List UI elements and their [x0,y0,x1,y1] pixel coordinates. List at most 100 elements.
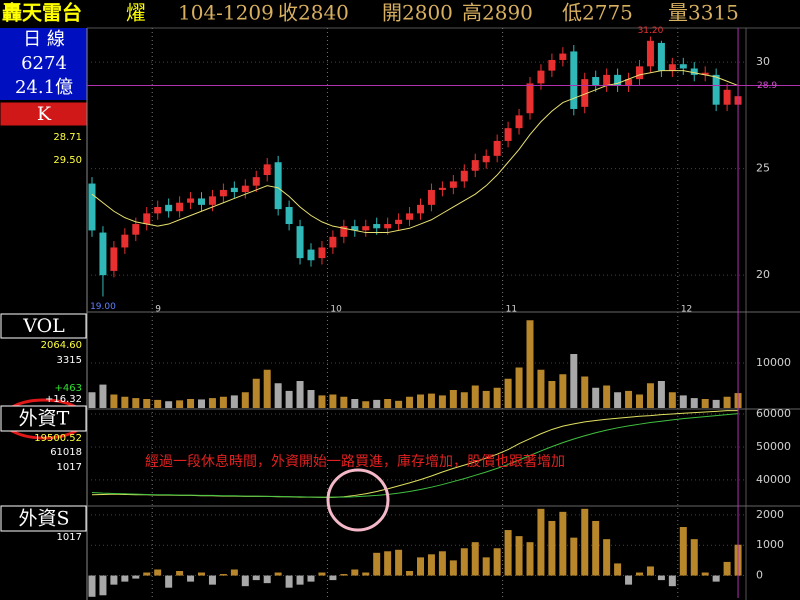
panel-title-box [0,102,87,126]
candle-body [362,226,370,231]
bar [187,575,195,582]
panel-title: 外資S [18,508,69,530]
bar [417,394,424,408]
bar [121,396,129,408]
candle-body [384,224,392,229]
info-box [0,28,87,100]
highlight-circle [326,468,390,532]
bar [285,390,293,408]
bar [362,572,370,576]
bar [110,394,118,408]
quote-date: 104-1209 [178,1,274,25]
bar [449,390,457,408]
bar [581,508,589,576]
bar [230,569,238,576]
bar [165,401,173,408]
bar [712,575,720,582]
bar [252,378,260,408]
y-tick-label: 2000 [756,508,784,521]
bar [198,572,205,576]
candle-body [614,74,622,86]
y-tick-label: 1000 [756,538,784,551]
bar [636,572,643,576]
quote-open: 開2800 [382,1,453,25]
candle-body [449,181,457,188]
y-tick-label: 10000 [756,356,791,369]
readout: 29.50 [53,155,82,166]
bar [460,392,468,408]
candle-body [318,247,326,259]
bar [460,548,468,576]
bar [690,539,698,576]
series-line [91,413,739,498]
bar [504,378,512,408]
candle-body [646,40,654,67]
bar [132,575,140,579]
bar [208,575,216,585]
bar [307,575,315,582]
bar [526,320,534,408]
x-tick-label: 11 [506,305,517,315]
bar [219,396,227,408]
annotation: 經過一段休息時間，外資開始一路買進，庫存增加，股價也跟著增加 [145,453,565,470]
candle-body [219,189,227,197]
bar [559,374,567,408]
candle-body [198,198,205,205]
bar [482,390,490,408]
bar [395,549,403,576]
candle-body [110,247,118,271]
candle-body [165,204,173,212]
bar [471,385,479,408]
bar [625,390,633,408]
bar [340,574,348,576]
candle-body [548,59,556,71]
quote-volume: 量3315 [668,1,739,25]
candle-body [603,74,611,86]
bar [384,399,392,408]
bar [373,399,381,408]
candle-body [460,170,468,182]
bar [274,572,282,576]
candle-body [406,213,414,220]
bar [668,392,676,408]
bar [603,385,611,408]
quote-high: 高2890 [462,1,533,25]
bar [646,566,654,576]
bar [570,354,578,408]
bar [208,398,216,408]
candle-body [679,64,687,69]
bar [537,508,545,576]
bar [198,399,205,408]
moving-average [91,70,739,234]
bar [406,571,414,576]
candle-body [230,187,238,193]
candle-body [581,79,589,107]
y-tick-label: 40000 [756,473,791,486]
y-tick-label: 20 [756,268,770,281]
readout: +463 [55,383,82,394]
bar [493,548,501,576]
bar [88,392,96,408]
panel-title-box [0,405,87,432]
bar [274,383,282,408]
bar [296,575,304,585]
candle-body [88,183,96,231]
bar [438,551,446,576]
bar [471,542,479,576]
candle-body [592,77,600,86]
bar [165,575,173,588]
candle-body [471,160,479,171]
candle-body [285,206,293,225]
candle-body [526,83,534,114]
bar [515,367,523,408]
bar [219,574,227,576]
bar [657,381,665,408]
candle-body [515,115,523,129]
bar [406,396,414,408]
y-tick-label: 50000 [756,440,791,453]
candle-body [241,185,249,193]
bar [515,536,523,576]
bar [417,557,424,576]
candle-body [657,42,665,71]
